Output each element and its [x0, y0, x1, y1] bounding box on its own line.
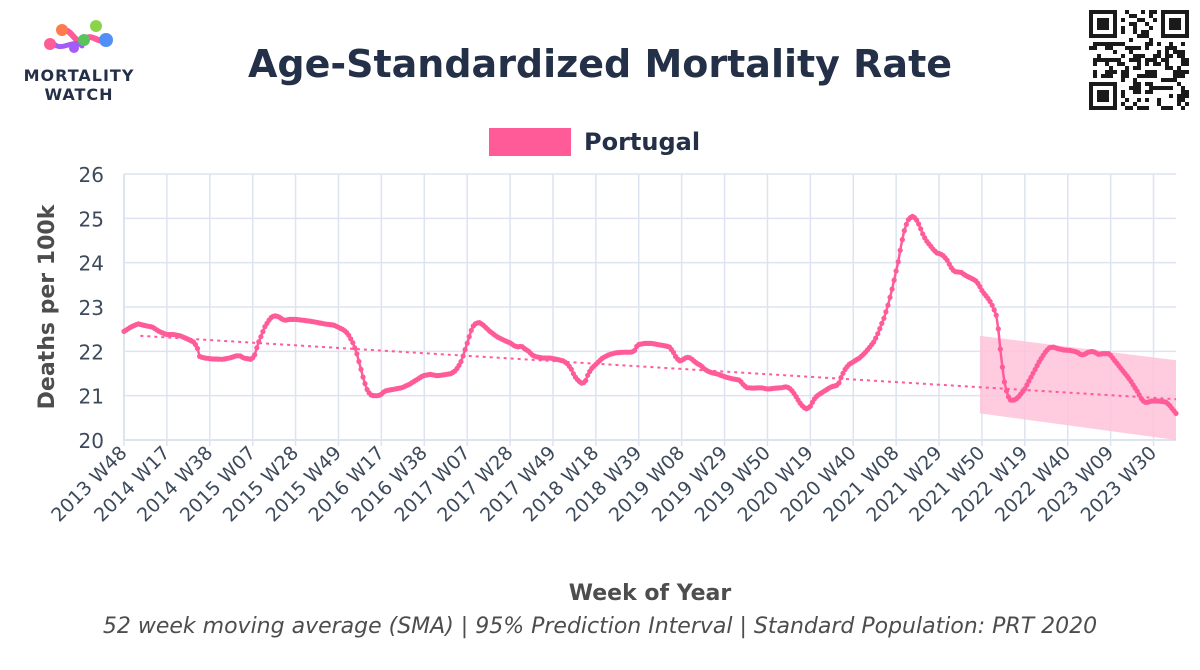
data-point [468, 327, 474, 333]
y-tick-label: 26 [79, 163, 104, 187]
data-point [260, 329, 266, 335]
data-point [348, 336, 354, 342]
data-point [901, 228, 907, 234]
data-point [993, 312, 999, 318]
data-point [944, 257, 950, 263]
data-point [871, 339, 877, 345]
data-point [877, 326, 883, 332]
data-point [462, 347, 468, 353]
data-point [987, 298, 993, 305]
y-tick-label: 25 [79, 207, 104, 231]
data-point [989, 302, 995, 308]
y-tick-label: 23 [79, 296, 104, 320]
data-point [583, 377, 589, 384]
data-point [458, 359, 464, 365]
data-point [920, 231, 926, 237]
data-point [991, 307, 997, 313]
y-axis-title: Deaths per 100k [35, 203, 60, 409]
y-tick-label: 22 [79, 340, 104, 364]
data-point [893, 268, 899, 274]
data-point [1028, 374, 1034, 380]
data-point [885, 302, 891, 308]
data-point [995, 326, 1001, 332]
data-point [1024, 382, 1030, 388]
data-point [903, 221, 910, 227]
legend-swatch [489, 128, 571, 156]
data-point [258, 334, 264, 340]
data-point [916, 221, 922, 227]
chart-caption: 52 week moving average (SMA) | 95% Predi… [102, 614, 1098, 639]
data-point [899, 237, 905, 243]
trend-line [140, 334, 1177, 401]
data-point [460, 353, 466, 359]
data-point [918, 226, 924, 232]
data-point [1030, 370, 1036, 376]
y-tick-label: 24 [79, 252, 104, 276]
data-point [838, 375, 844, 381]
data-point [350, 340, 356, 346]
logo-text: MORTALITY WATCH [14, 66, 144, 104]
data-point [997, 346, 1003, 352]
logo-line-2: WATCH [44, 85, 114, 104]
data-point [840, 370, 846, 376]
x-axis-title: Week of Year [569, 581, 732, 606]
chart-legend[interactable]: Portugal [489, 126, 700, 158]
data-point [352, 345, 358, 351]
data-point [354, 351, 360, 357]
data-point [1022, 386, 1028, 392]
data-point [192, 342, 199, 348]
data-point [1001, 379, 1008, 385]
data-point [1032, 366, 1038, 373]
legend-label-portugal: Portugal [584, 128, 701, 156]
data-point [1003, 388, 1010, 394]
data-point [194, 345, 201, 352]
data-point [914, 217, 920, 223]
data-point [356, 358, 362, 365]
data-point [466, 334, 472, 340]
data-point [977, 284, 983, 290]
data-point [568, 366, 575, 372]
data-point [256, 339, 262, 345]
logo-line-1: MORTALITY [23, 66, 135, 85]
data-point [879, 320, 885, 326]
data-point [358, 366, 364, 372]
data-point [464, 340, 470, 346]
data-point [360, 374, 366, 380]
data-point [254, 345, 260, 351]
data-point [999, 364, 1006, 370]
data-point [1026, 378, 1032, 384]
data-point [891, 277, 897, 283]
data-point [883, 309, 889, 315]
logo-molecule-icon [44, 20, 113, 53]
mortality-watch-logo: MORTALITY WATCH [14, 18, 144, 110]
data-point [895, 259, 901, 265]
data-point [1173, 410, 1179, 416]
data-point [881, 315, 887, 321]
chart-title: Age-Standardized Mortality Rate [247, 42, 953, 86]
data-point [252, 352, 258, 358]
data-point [362, 381, 368, 387]
data-point [875, 331, 881, 337]
data-point [889, 286, 895, 292]
data-point [887, 294, 893, 300]
y-tick-label: 20 [79, 429, 104, 453]
qr-code-icon [1089, 10, 1189, 110]
prediction-interval-band [979, 335, 1176, 440]
data-point [632, 347, 638, 353]
data-point [873, 335, 879, 341]
y-tick-label: 21 [79, 385, 104, 409]
data-point [836, 380, 842, 386]
data-point [670, 349, 677, 356]
data-point [897, 247, 903, 253]
